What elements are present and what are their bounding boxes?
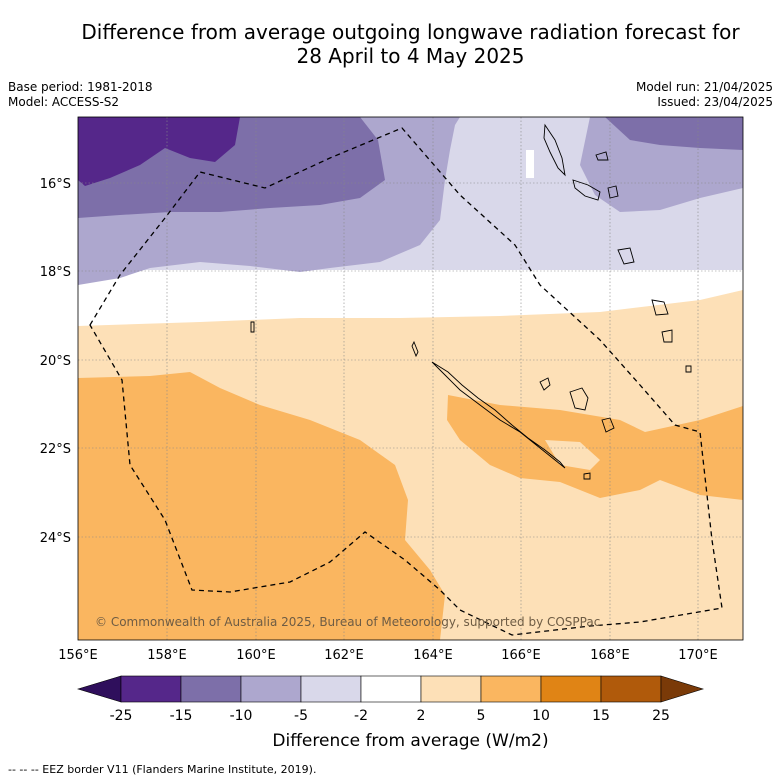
lat-tick-label: 16°S xyxy=(40,177,71,192)
lon-tick-labels: 156°E 158°E 160°E 162°E 164°E 166°E 168°… xyxy=(58,648,718,663)
lon-tick-label: 164°E xyxy=(413,648,453,663)
island-coast xyxy=(601,417,615,433)
colorbar-tick-label: 10 xyxy=(532,708,550,724)
lon-tick-label: 156°E xyxy=(58,648,98,663)
eez-border xyxy=(89,127,723,636)
model-run: Model run: 21/04/2025 xyxy=(635,80,773,94)
colorbar-segment xyxy=(480,675,542,703)
island-coast xyxy=(539,377,551,391)
colorbar-tick-label: -2 xyxy=(354,708,368,724)
vanuatu-coast xyxy=(607,185,619,199)
island-coast xyxy=(685,365,692,373)
map-title: Difference from average outgoing longwav… xyxy=(0,20,781,68)
island-coast xyxy=(569,387,589,411)
model-name: Model: ACCESS-S2 xyxy=(8,95,120,109)
island-coast xyxy=(583,472,591,480)
colorbar-arrow-right xyxy=(660,675,705,703)
colorbar-tick-label: 25 xyxy=(652,708,670,724)
vanuatu-coast xyxy=(572,179,601,201)
colorbar-segment xyxy=(180,675,242,703)
footnote: -- -- -- EEZ border V11 (Flanders Marine… xyxy=(8,763,317,776)
gridlines xyxy=(78,117,743,640)
island-coast xyxy=(651,299,669,316)
colorbar-segment xyxy=(360,675,422,703)
meta-right: Model run: 21/04/2025 Issued: 23/04/2025 xyxy=(636,80,773,110)
copyright-text: © Commonwealth of Australia 2025, Bureau… xyxy=(95,615,600,629)
colorbar-tick-label: -10 xyxy=(230,708,253,724)
band-light-purple-east xyxy=(78,117,743,215)
colorbar-segment xyxy=(420,675,482,703)
lat-tick-label: 20°S xyxy=(40,354,71,369)
map-area: © Commonwealth of Australia 2025, Bureau… xyxy=(78,117,743,640)
colorbar-segment xyxy=(540,675,602,703)
band-deep-purple xyxy=(78,117,240,186)
vanuatu-coast xyxy=(595,151,609,161)
colorbar-tick-label: -5 xyxy=(294,708,308,724)
lon-tick-label: 166°E xyxy=(501,648,541,663)
colorbar-tick-labels: -25 -15 -10 -5 -2 2 5 10 15 25 xyxy=(110,708,670,724)
colorbar-tick-label: 2 xyxy=(417,708,426,724)
lon-tick-label: 162°E xyxy=(324,648,364,663)
colorbar-tick-label: 5 xyxy=(477,708,486,724)
lat-tick-labels: 16°S 18°S 20°S 22°S 24°S xyxy=(40,177,71,546)
colorbar-label: Difference from average (W/m2) xyxy=(272,731,549,751)
map-frame xyxy=(77,116,744,641)
title-line-2: 28 April to 4 May 2025 xyxy=(296,44,525,68)
lon-tick-label: 160°E xyxy=(236,648,276,663)
lat-tick-label: 24°S xyxy=(40,531,71,546)
vanuatu-coast xyxy=(543,123,566,177)
issued-date: Issued: 23/04/2025 xyxy=(657,95,773,109)
colorbar-segment xyxy=(120,675,182,703)
lon-tick-label: 158°E xyxy=(147,648,187,663)
colorbar-tick-label: -25 xyxy=(110,708,133,724)
base-period: Base period: 1981-2018 xyxy=(8,80,153,94)
colorbar-arrow-left xyxy=(76,675,122,703)
lat-tick-label: 22°S xyxy=(40,442,71,457)
vanuatu-coast xyxy=(617,247,635,265)
colorbar-segment xyxy=(300,675,362,703)
band-medium-orange-west xyxy=(78,372,445,640)
blob-white xyxy=(526,150,534,178)
lat-tick-label: 18°S xyxy=(40,265,71,280)
island-coast xyxy=(661,329,673,343)
colorbar xyxy=(76,675,705,703)
lon-tick-label: 168°E xyxy=(590,648,630,663)
coastlines xyxy=(250,123,692,480)
band-dark-purple-east xyxy=(605,117,743,150)
colorbar-segment xyxy=(240,675,302,703)
colorbar-tick-label: -15 xyxy=(170,708,193,724)
island-coast xyxy=(411,340,419,358)
band-medium-orange-east xyxy=(447,395,743,500)
colorbar-segment xyxy=(600,675,662,703)
title-line-1: Difference from average outgoing longwav… xyxy=(81,20,740,44)
meta-left: Base period: 1981-2018 Model: ACCESS-S2 xyxy=(8,80,153,110)
lon-tick-label: 170°E xyxy=(678,648,718,663)
island-coast xyxy=(250,321,255,333)
colorbar-tick-label: 15 xyxy=(592,708,610,724)
new-caledonia-coast xyxy=(431,361,566,469)
